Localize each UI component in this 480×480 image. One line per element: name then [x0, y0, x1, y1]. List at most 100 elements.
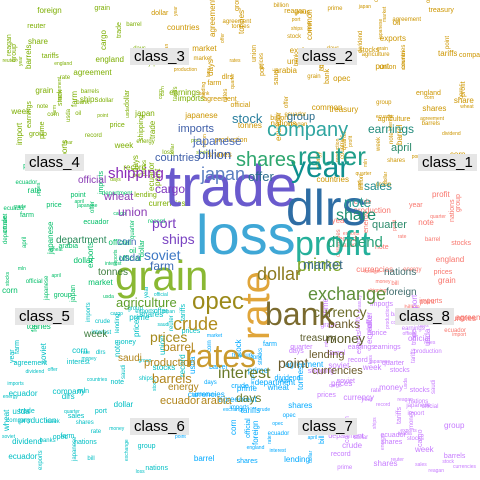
filler-word: reagan — [288, 121, 308, 128]
filler-word: shares — [207, 149, 232, 159]
filler-word: crude — [13, 203, 26, 210]
filler-word: offer — [153, 307, 168, 315]
filler-word: tariffs — [395, 407, 403, 425]
word-foreign: foreign — [386, 287, 417, 298]
filler-word: treasury — [428, 7, 454, 15]
filler-word: saudi — [431, 379, 438, 394]
filler-word: market — [382, 6, 389, 22]
filler-word: offer — [219, 32, 226, 43]
filler-word: dollar — [151, 10, 169, 18]
filler-word: quarter — [355, 170, 372, 177]
filler-word: point — [419, 298, 435, 306]
filler-word: rate — [27, 185, 42, 195]
filler-word: trade — [148, 120, 158, 139]
filler-word: ecuador — [3, 206, 26, 213]
filler-word: lending — [284, 454, 310, 464]
word-point: point — [278, 355, 309, 371]
filler-word: april — [249, 355, 261, 361]
filler-word: crude — [95, 319, 111, 326]
filler-word: reuter — [390, 456, 404, 463]
word-ships: ships — [162, 231, 195, 247]
filler-word: reagan — [284, 7, 307, 15]
filler-word: crude — [257, 407, 271, 414]
filler-word: shares — [373, 458, 398, 468]
filler-word: imports — [177, 94, 205, 104]
filler-word: quarter — [381, 360, 405, 368]
word-year: year — [291, 151, 350, 184]
word-usda: usda — [119, 253, 141, 264]
filler-word: official — [402, 330, 417, 337]
word-reuter: reuter — [298, 141, 366, 171]
filler-word: year — [8, 349, 16, 364]
filler-word: wheat — [49, 247, 63, 254]
filler-word: union — [379, 63, 397, 71]
filler-word: exports — [342, 230, 360, 237]
filler-word: port — [132, 173, 143, 180]
filler-word: arabia — [58, 243, 78, 251]
filler-word: trade — [116, 21, 124, 38]
word-japanese: japanese — [193, 134, 242, 148]
filler-word: ecuador — [444, 327, 466, 334]
filler-word: port — [291, 17, 301, 24]
filler-word: point — [174, 434, 186, 441]
filler-word: grain — [307, 73, 321, 80]
word-union: union — [118, 205, 148, 219]
filler-word: grain — [437, 275, 456, 285]
filler-word: saudi — [157, 321, 170, 328]
filler-word: cargo — [98, 30, 108, 51]
filler-word: tonnes — [26, 322, 51, 332]
filler-word: interest — [91, 329, 112, 336]
filler-word: england — [95, 55, 124, 65]
filler-word: japan — [358, 3, 372, 10]
filler-word: sales — [67, 412, 85, 420]
filler-word: imports — [85, 302, 92, 322]
filler-word: record — [347, 356, 368, 364]
filler-word: group — [455, 194, 463, 213]
word-agriculture: agriculture — [116, 295, 177, 310]
word-rates: rates — [185, 338, 257, 374]
filler-word: import — [407, 410, 425, 417]
filler-word: treasury — [232, 352, 254, 359]
filler-word: days — [204, 380, 217, 387]
filler-word: april — [51, 272, 61, 279]
word-opec: opec — [192, 288, 245, 315]
filler-word: prime — [236, 383, 257, 393]
word-nations: nations — [384, 267, 417, 278]
filler-word: corn — [157, 89, 164, 99]
filler-word: prices — [433, 269, 453, 277]
filler-word: ecuador — [8, 388, 38, 398]
filler-word: record — [330, 450, 351, 458]
filler-word: ecuador — [83, 218, 109, 226]
filler-word: foreign — [37, 5, 62, 15]
word-official: official — [78, 175, 107, 186]
filler-word: billion — [404, 305, 419, 311]
filler-word: import — [14, 122, 24, 146]
filler-word: saudi — [273, 68, 281, 86]
filler-word: crude — [231, 383, 249, 391]
filler-word: arabia — [397, 431, 412, 438]
filler-word: tonnes — [231, 24, 250, 31]
filler-word: stock — [287, 33, 302, 40]
filler-word: japanese — [185, 111, 218, 121]
filler-word: usda — [403, 377, 410, 389]
filler-word: currency — [343, 393, 375, 403]
filler-word: countries — [443, 314, 477, 324]
filler-word: tariffs — [173, 86, 180, 102]
filler-word: england — [54, 60, 73, 67]
filler-word: prime — [38, 121, 46, 139]
filler-word: countries — [374, 0, 380, 2]
filler-word: countries — [86, 377, 108, 384]
filler-word: bill — [391, 280, 399, 287]
filler-word: quarter — [430, 214, 446, 221]
filler-word: foreign — [364, 268, 380, 275]
filler-word: lending — [201, 81, 208, 98]
filler-word: billion — [270, 115, 289, 123]
word-arabia: arabia — [201, 395, 232, 407]
filler-word: farm — [19, 211, 34, 219]
filler-word: lending — [114, 313, 121, 333]
filler-word: group — [443, 420, 465, 430]
filler-word: production — [413, 348, 442, 355]
filler-word: record — [336, 235, 357, 243]
filler-word: quarter — [290, 344, 313, 352]
word-crude: crude — [173, 314, 219, 334]
